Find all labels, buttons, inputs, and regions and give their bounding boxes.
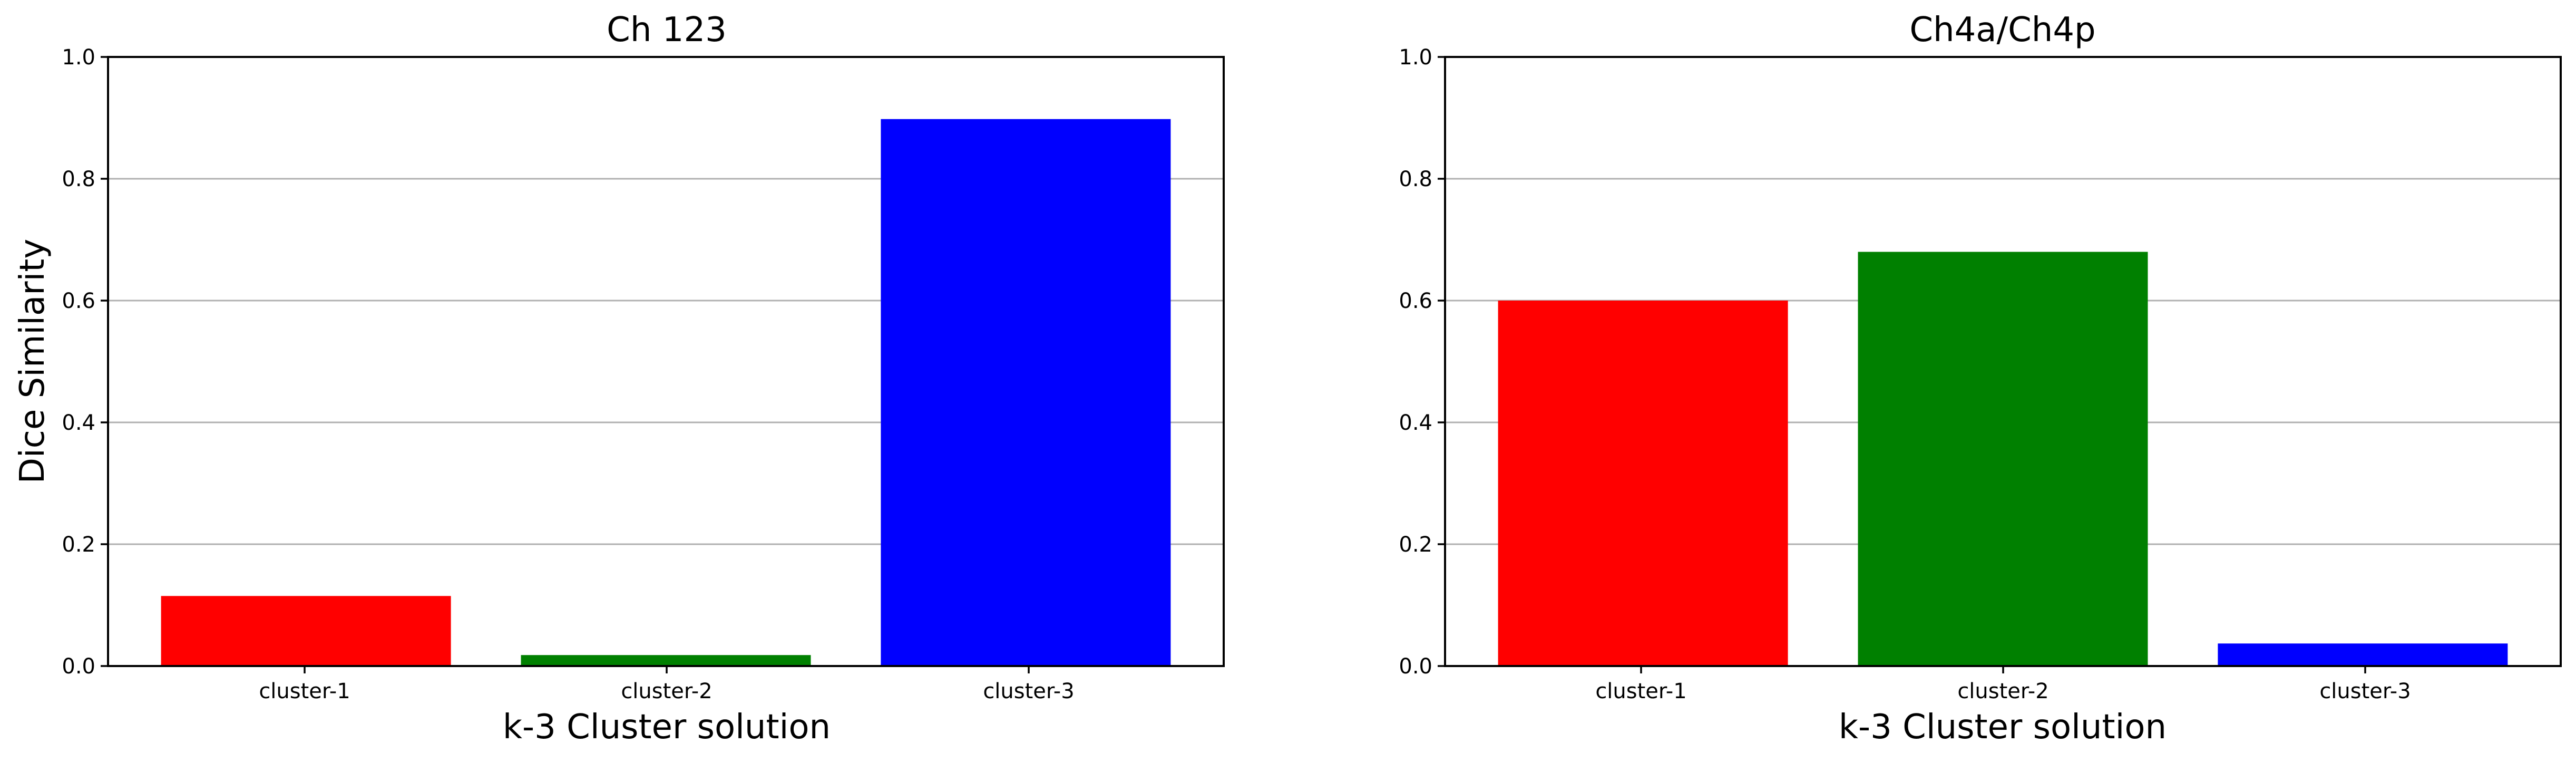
y-ticks: 0.0 0.2 0.4 0.6 0.8 1.0 — [1399, 45, 1445, 679]
chart-title: Ch4a/Ch4p — [1909, 11, 2095, 50]
chart-panel-ch123: Ch 123 0.0 0.2 0.4 0.6 0.8 1.0 cluster-1 clus… — [13, 11, 1225, 747]
y-axis-label: Dice Similarity — [13, 239, 52, 484]
bar-cluster-1 — [1498, 301, 1788, 666]
bar-cluster-3 — [2218, 643, 2508, 666]
y-tick-label: 0.4 — [62, 411, 95, 435]
y-tick-label: 0.6 — [62, 289, 95, 313]
x-ticks: cluster-1 cluster-2 cluster-3 — [1595, 666, 2411, 703]
x-axis-label: k-3 Cluster solution — [503, 708, 831, 747]
bars — [1498, 252, 2508, 667]
bar-cluster-2 — [1858, 252, 2148, 667]
bar-cluster-1 — [161, 596, 451, 666]
x-ticks: cluster-1 cluster-2 cluster-3 — [259, 666, 1075, 703]
x-tick-label: cluster-2 — [1957, 679, 2048, 703]
y-tick-label: 0.8 — [62, 167, 95, 191]
bar-cluster-3 — [881, 119, 1171, 666]
x-tick-label: cluster-2 — [621, 679, 712, 703]
y-tick-label: 0.4 — [1399, 411, 1432, 435]
y-ticks: 0.0 0.2 0.4 0.6 0.8 1.0 — [62, 45, 108, 679]
y-tick-label: 0.6 — [1399, 289, 1432, 313]
bar-cluster-2 — [521, 655, 811, 666]
y-tick-label: 0.0 — [62, 654, 95, 679]
y-tick-label: 0.2 — [1399, 533, 1432, 557]
x-tick-label: cluster-3 — [2319, 679, 2411, 703]
chart-panel-ch4a-ch4p: Ch4a/Ch4p 0.0 0.2 0.4 0.6 0.8 1.0 cluster-1 c… — [1399, 11, 2562, 747]
y-tick-label: 0.8 — [1399, 167, 1432, 191]
y-tick-label: 1.0 — [62, 45, 95, 70]
y-tick-label: 0.2 — [62, 533, 95, 557]
x-tick-label: cluster-3 — [983, 679, 1074, 703]
y-tick-label: 1.0 — [1399, 45, 1432, 70]
bars — [161, 119, 1171, 666]
chart-title: Ch 123 — [607, 11, 727, 50]
x-axis-label: k-3 Cluster solution — [1839, 708, 2167, 747]
x-tick-label: cluster-1 — [259, 679, 350, 703]
x-tick-label: cluster-1 — [1595, 679, 1686, 703]
y-tick-label: 0.0 — [1399, 654, 1432, 679]
